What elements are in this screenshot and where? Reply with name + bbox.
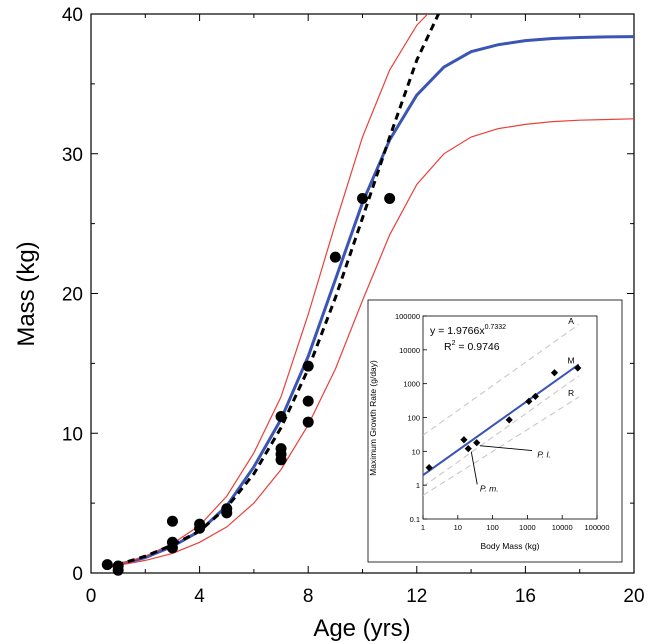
data-point <box>302 416 314 428</box>
y-tick-label: 30 <box>62 145 83 166</box>
inset-annotation-arrow <box>470 451 478 485</box>
y-tick-label: 20 <box>62 285 83 306</box>
lower-bound-curve <box>104 118 634 570</box>
main-x-axis: 0 4 8 12 16 20 <box>86 14 645 607</box>
regression-line <box>423 363 580 476</box>
data-point <box>302 360 314 372</box>
inset-equation-text: y = 1.9766x <box>430 325 485 337</box>
trend-dashed-curve <box>104 14 440 569</box>
data-point <box>194 518 206 530</box>
inset-y-tick-label: 0.1 <box>410 515 420 524</box>
inset-r2-power: 2 <box>452 340 456 347</box>
x-tick-label: 20 <box>623 586 644 607</box>
data-point <box>112 560 124 572</box>
data-point <box>275 443 287 455</box>
inset-y-tick-label: 100000 <box>395 312 420 321</box>
inset-x-tick-label: 1000 <box>519 523 536 532</box>
data-point <box>384 192 396 204</box>
inset-x-axis: 1 10 100 1000 10000 100000 <box>421 515 610 532</box>
inset-points <box>425 364 582 472</box>
main-y-axis-label: Mass (kg) <box>13 241 40 346</box>
x-tick-label: 4 <box>194 586 205 607</box>
y-tick-label: 40 <box>62 5 83 26</box>
reference-line-label: R <box>568 388 574 398</box>
data-point <box>166 536 178 548</box>
x-tick-label: 0 <box>86 586 97 607</box>
upper-bound-curve <box>104 14 429 569</box>
inset-x-tick-label: 100000 <box>584 523 609 532</box>
inset-r2-value: = 0.9746 <box>456 341 500 353</box>
inset-x-axis-label: Body Mass (kg) <box>480 541 539 551</box>
inset-data-point <box>574 364 582 372</box>
inset-equation-exponent: 0.7332 <box>485 324 507 331</box>
inset-y-tick-label: 1 <box>416 481 420 490</box>
data-point <box>166 515 178 527</box>
y-tick-label: 10 <box>62 424 83 445</box>
inset-r2-label: R <box>444 341 452 353</box>
inset-y-tick-label: 10000 <box>399 346 420 355</box>
inset-lines <box>423 323 580 496</box>
inset-x-tick-label: 100 <box>486 523 499 532</box>
inset-data-point <box>473 439 481 447</box>
data-point <box>101 559 113 571</box>
inset-x-tick-label: 1 <box>421 523 425 532</box>
inset-data-point <box>505 416 513 424</box>
x-tick-label: 16 <box>515 586 536 607</box>
inset-reference-labels: A M R <box>568 316 575 398</box>
main-points <box>101 192 396 576</box>
inset-annotation-label: P. l. <box>537 450 551 460</box>
inset-annotations: P. l. P. m. <box>470 445 551 493</box>
reference-line <box>423 396 580 496</box>
data-point <box>221 503 233 515</box>
data-point <box>275 410 287 422</box>
data-point <box>302 395 314 407</box>
inset-r-squared: R2 = 0.9746 <box>444 340 500 353</box>
inset-data-point <box>464 445 472 453</box>
reference-line <box>423 375 580 488</box>
inset-x-tick-label: 10 <box>454 523 462 532</box>
inset-y-tick-label: 100 <box>407 414 420 423</box>
inset-y-tick-label: 10 <box>412 447 420 456</box>
y-tick-label: 0 <box>72 564 83 585</box>
inset-data-point <box>525 397 533 405</box>
main-x-axis-label: Age (yrs) <box>313 615 410 642</box>
data-point <box>329 251 341 263</box>
data-point <box>357 192 368 204</box>
inset-plot: 1 10 100 1000 10000 100000 0.1110100100010000… <box>395 312 610 532</box>
reference-line-label: M <box>568 356 575 366</box>
inset-data-point <box>550 369 559 377</box>
inset-annotation-arrow <box>479 445 533 452</box>
x-tick-label: 12 <box>406 586 427 607</box>
reference-line-label: A <box>568 316 574 326</box>
inset-data-point <box>531 392 540 401</box>
inset-data-point <box>425 464 433 472</box>
inset-y-axis: 0.1 1 10 100 1000 10000 100000 <box>395 312 427 524</box>
inset-equation: y = 1.9766x0.7332 <box>430 324 506 337</box>
inset-y-tick-label: 1000 <box>403 380 420 389</box>
inset-data-point <box>460 436 468 444</box>
inset-chart: 1 10 100 1000 10000 100000 0.1110100100010000… <box>367 299 623 563</box>
reference-line <box>423 323 580 436</box>
main-y-axis: 0 10 20 30 40 <box>62 5 634 585</box>
inset-annotation-label: P. m. <box>480 483 499 493</box>
x-tick-label: 8 <box>303 586 314 607</box>
inset-x-tick-label: 10000 <box>552 523 573 532</box>
inset-background <box>367 299 623 563</box>
inset-y-axis-label: Maximum Growth Rate (g/day) <box>368 360 378 476</box>
